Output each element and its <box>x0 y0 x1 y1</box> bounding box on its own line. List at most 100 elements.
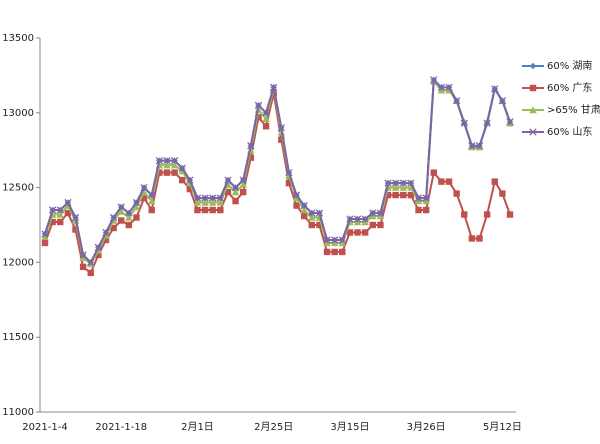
marker <box>506 118 514 126</box>
marker <box>72 226 79 233</box>
y-tick-label: 13500 <box>2 33 34 44</box>
marker <box>498 97 507 105</box>
marker <box>117 203 125 211</box>
marker <box>460 119 468 127</box>
marker <box>308 221 316 229</box>
marker <box>201 194 209 202</box>
marker <box>132 203 141 211</box>
marker <box>155 157 164 165</box>
marker <box>452 97 461 105</box>
marker <box>109 213 118 222</box>
marker <box>170 161 179 169</box>
marker <box>491 85 499 93</box>
x-tick-label: 3月15日 <box>330 421 369 433</box>
series <box>41 90 514 277</box>
marker <box>414 194 423 202</box>
marker <box>437 83 446 92</box>
marker <box>529 62 537 70</box>
marker <box>148 206 155 214</box>
marker <box>361 215 369 223</box>
x-tick-label: 2021-1-4 <box>22 422 67 433</box>
marker <box>41 239 49 247</box>
marker <box>384 191 392 199</box>
marker <box>407 179 415 187</box>
marker <box>133 214 140 221</box>
marker <box>285 168 293 177</box>
marker <box>499 190 506 197</box>
marker <box>41 230 49 238</box>
marker <box>156 169 163 176</box>
marker <box>216 194 224 202</box>
marker <box>262 109 270 117</box>
marker <box>194 206 201 214</box>
marker <box>163 169 171 176</box>
marker <box>316 221 323 229</box>
marker <box>239 188 247 196</box>
marker <box>56 206 64 214</box>
marker <box>148 191 156 199</box>
marker <box>300 206 308 214</box>
marker <box>201 206 209 214</box>
marker <box>231 188 240 196</box>
marker <box>232 197 239 205</box>
marker <box>308 209 316 217</box>
marker <box>476 235 483 242</box>
marker <box>285 179 293 187</box>
marker <box>95 251 102 259</box>
y-tick-label: 11500 <box>2 332 34 343</box>
marker <box>391 183 400 191</box>
marker <box>117 207 125 215</box>
marker <box>445 83 453 92</box>
marker <box>64 198 72 207</box>
marker <box>453 190 460 197</box>
marker <box>148 197 156 205</box>
marker <box>186 176 194 184</box>
legend-label: 60% 山东 <box>547 125 592 138</box>
marker <box>430 76 438 84</box>
marker <box>300 201 308 210</box>
marker <box>209 194 217 202</box>
marker <box>308 213 316 221</box>
marker <box>102 236 110 244</box>
marker <box>140 183 148 192</box>
y-tick-label: 12500 <box>2 183 34 194</box>
marker <box>64 209 72 217</box>
marker <box>400 191 407 199</box>
marker <box>217 206 224 214</box>
marker <box>170 157 179 165</box>
marker <box>56 210 64 218</box>
marker <box>186 185 194 193</box>
marker <box>247 142 255 150</box>
marker <box>231 183 240 192</box>
x-tick-label: 2月1日 <box>181 421 214 433</box>
marker <box>163 157 171 165</box>
marker <box>529 84 537 92</box>
marker <box>483 119 491 127</box>
marker <box>125 221 133 229</box>
marker <box>300 212 308 220</box>
marker <box>163 161 171 169</box>
marker <box>422 194 430 202</box>
marker <box>57 218 64 226</box>
marker <box>262 123 270 130</box>
series <box>41 76 514 267</box>
y-tick-label: 12000 <box>2 257 34 268</box>
marker <box>277 124 285 132</box>
legend-label: 60% 广东 <box>547 81 592 94</box>
marker <box>79 263 87 271</box>
marker <box>338 236 346 244</box>
marker <box>292 191 301 199</box>
marker <box>262 115 270 122</box>
marker <box>331 236 339 244</box>
marker <box>346 215 354 223</box>
marker <box>369 209 377 217</box>
marker <box>255 114 262 121</box>
marker <box>399 179 407 187</box>
marker <box>247 154 255 161</box>
marker <box>392 191 399 199</box>
marker <box>193 194 202 202</box>
legend-label: 60% 湖南 <box>547 59 592 72</box>
marker <box>79 251 87 259</box>
marker <box>110 224 117 232</box>
